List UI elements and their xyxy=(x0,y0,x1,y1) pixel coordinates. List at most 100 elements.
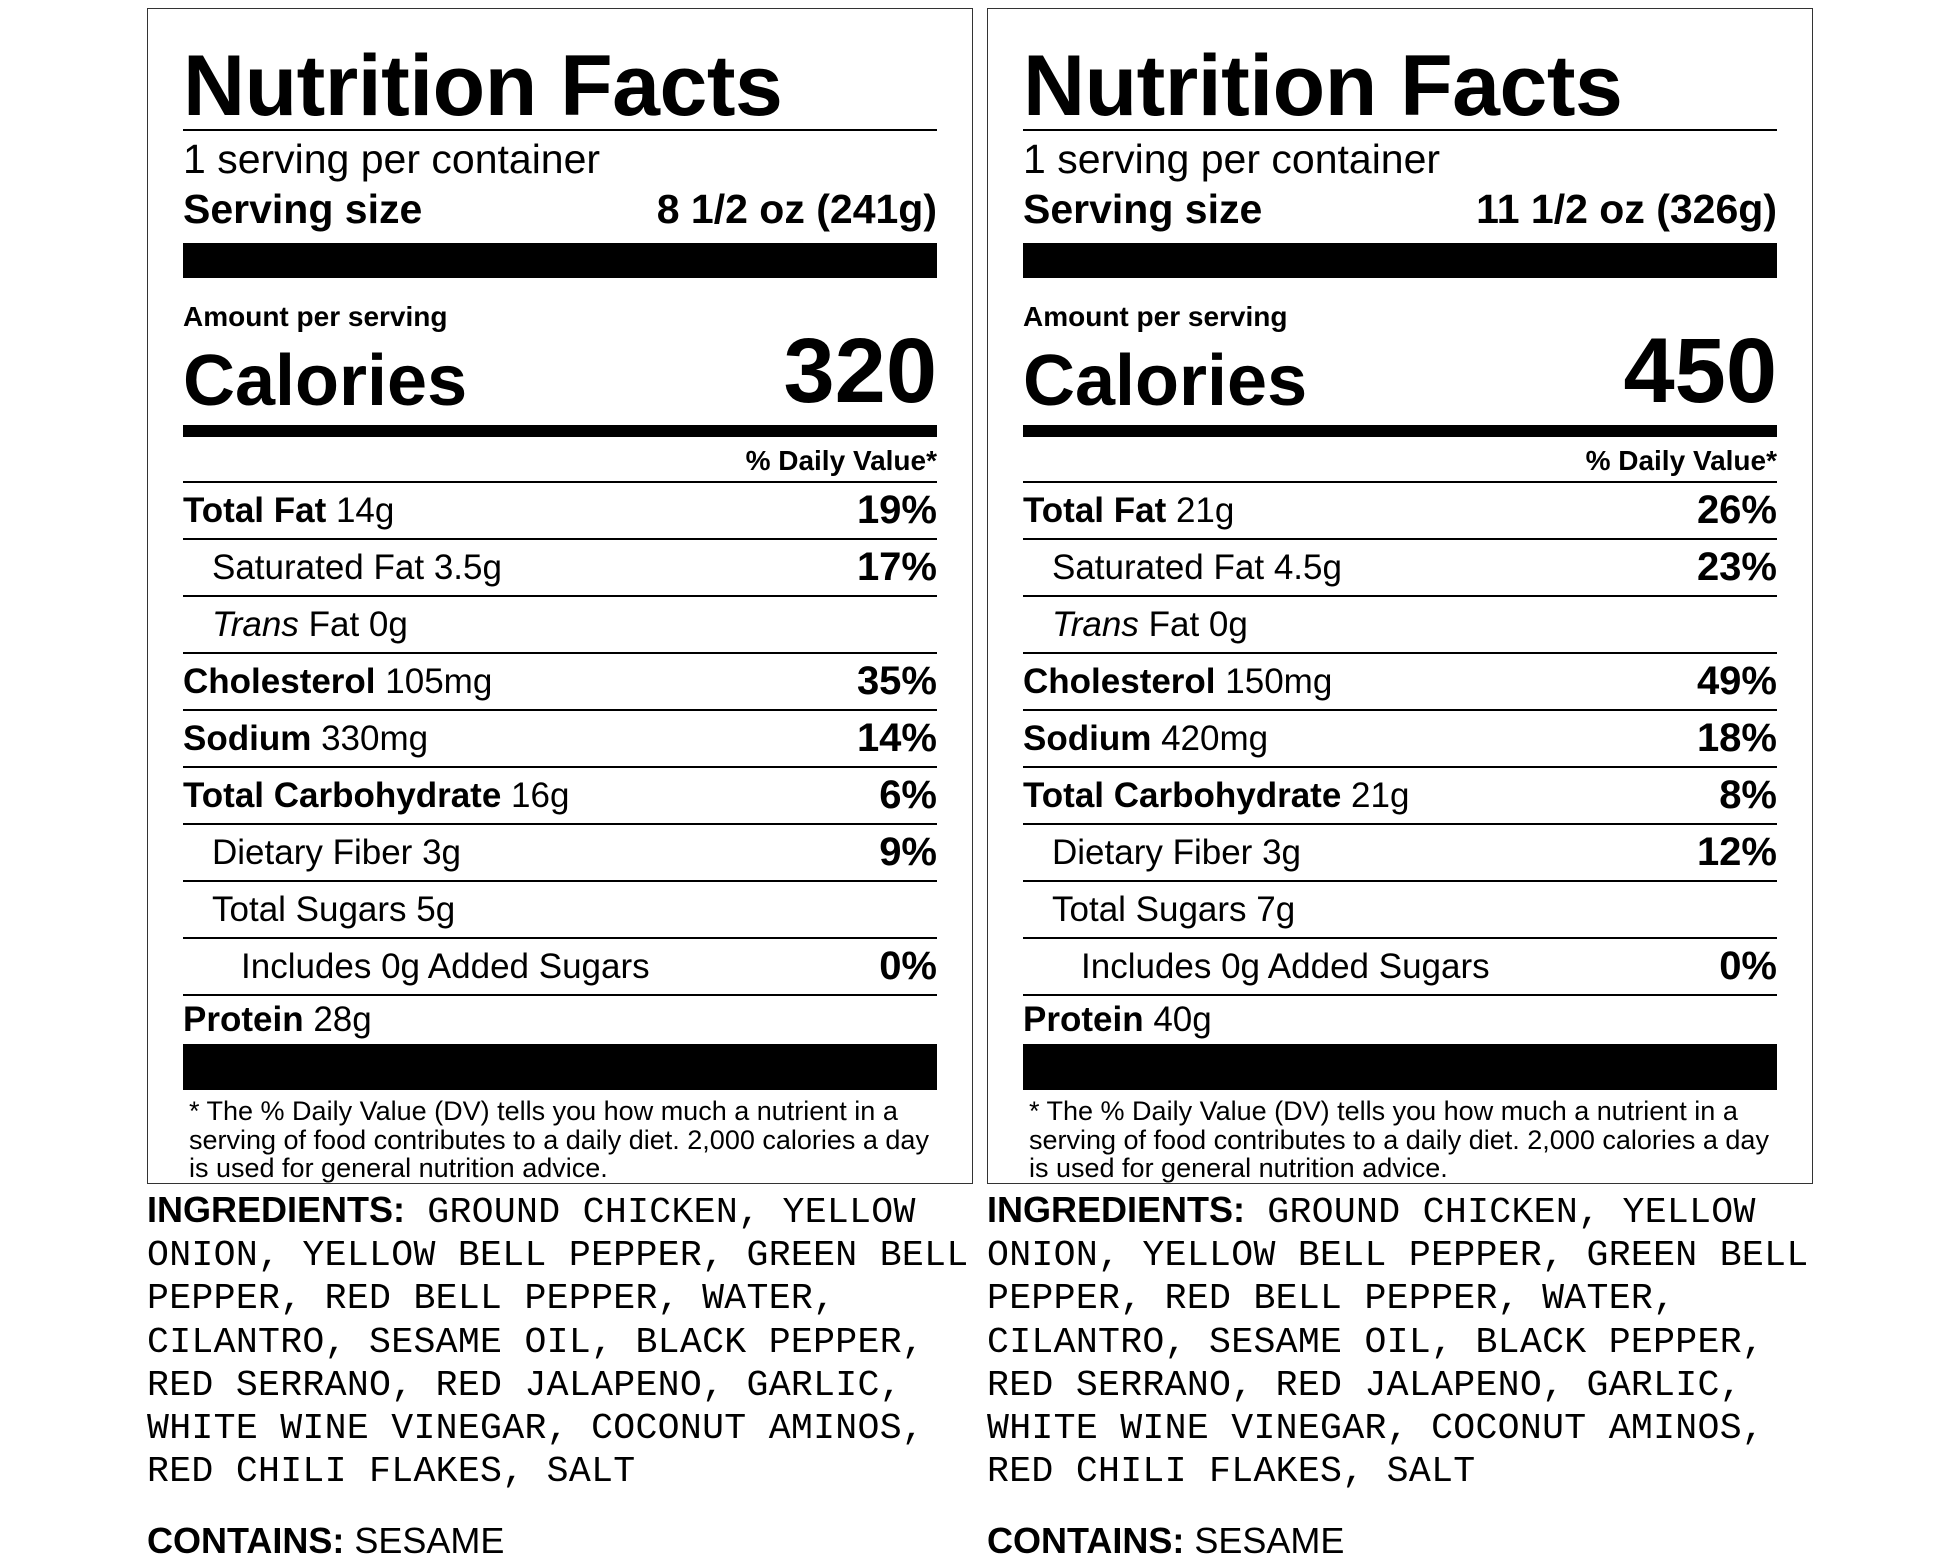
nutrient-dv: 0% xyxy=(1719,944,1777,989)
nutrient-dv: 18% xyxy=(1696,716,1777,761)
nutrient-dv: 9% xyxy=(879,830,937,875)
nutrition-facts-panel: Nutrition Facts 1 serving per container … xyxy=(147,8,973,1184)
serving-size-row: Serving size 11 1/2 oz (326g) xyxy=(1023,186,1777,233)
calories-value: 450 xyxy=(1623,320,1778,423)
contains-label: CONTAINS: xyxy=(147,1520,345,1561)
nutrient-dv: 49% xyxy=(1696,659,1777,704)
contains-label: CONTAINS: xyxy=(987,1520,1185,1561)
nutrient-amount: 21g xyxy=(1351,775,1410,815)
nutrient-label: Protein xyxy=(1023,1000,1144,1040)
calories-row: Calories 320 xyxy=(183,325,937,417)
nutrient-amount: Fat 0g xyxy=(1148,604,1248,644)
nutrient-amount: 40g xyxy=(1153,1000,1212,1040)
servings-per-container: 1 serving per container xyxy=(1023,136,1441,182)
nutrient-label: Sodium xyxy=(1023,718,1152,758)
contains-value: SESAME xyxy=(1194,1520,1345,1561)
nutrient-dv: 17% xyxy=(856,545,937,590)
nutrient-row-sodium: Sodium 330mg 14% xyxy=(183,709,937,766)
daily-value-header: % Daily Value* xyxy=(1585,445,1777,477)
nutrient-label: Dietary Fiber xyxy=(212,832,413,872)
serving-size-label: Serving size xyxy=(1023,186,1263,232)
servings-per-container: 1 serving per container xyxy=(183,136,601,182)
nutrient-amount: 3g xyxy=(1262,832,1301,872)
ingredients-label: INGREDIENTS: xyxy=(147,1189,406,1230)
divider xyxy=(1023,129,1777,131)
nutrient-row-total-sugars: Total Sugars 5g xyxy=(183,880,937,937)
bottom-divider xyxy=(183,1044,937,1091)
nutrient-amount: 5g xyxy=(416,889,456,929)
nutrient-label: Total Sugars xyxy=(212,889,407,929)
contains-value: SESAME xyxy=(354,1520,505,1561)
nutrient-row-sodium: Sodium 420mg 18% xyxy=(1023,709,1777,766)
bottom-divider xyxy=(1023,1044,1777,1091)
daily-value-footnote: * The % Daily Value (DV) tells you how m… xyxy=(1029,1096,1769,1184)
nutrient-amount: 16g xyxy=(511,775,570,815)
nutrient-label: Total Carbohydrate xyxy=(183,775,502,815)
nutrient-row-total-carbohydrate: Total Carbohydrate 21g 8% xyxy=(1023,766,1777,823)
nutrient-dv: 19% xyxy=(856,488,937,533)
divider xyxy=(183,129,937,131)
nutrient-label: Trans xyxy=(212,604,299,644)
amount-per-serving: Amount per serving xyxy=(1023,301,1288,333)
panel-title: Nutrition Facts xyxy=(183,38,783,134)
nutrient-row-added-sugars: Includes 0g Added Sugars 0% xyxy=(183,937,937,994)
calories-label: Calories xyxy=(183,341,468,422)
nutrient-dv: 35% xyxy=(856,659,937,704)
nutrient-row-protein: Protein 28g xyxy=(183,994,937,1044)
nutrient-label: Saturated Fat xyxy=(212,547,425,587)
contains-text: CONTAINS: SESAME xyxy=(987,1523,1813,1559)
nutrient-label: Saturated Fat xyxy=(1052,547,1265,587)
thick-divider xyxy=(1023,243,1777,279)
nutrient-dv: 14% xyxy=(856,716,937,761)
nutrient-label: Cholesterol xyxy=(1023,661,1216,701)
nutrient-amount: 21g xyxy=(1175,490,1235,530)
nutrient-row-protein: Protein 40g xyxy=(1023,994,1777,1044)
nutrition-label-left: Nutrition Facts 1 serving per container … xyxy=(147,8,973,1559)
nutrient-label: Includes 0g Added Sugars xyxy=(241,946,650,986)
nutrient-row-total-fat: Total Fat 14g 19% xyxy=(183,481,937,538)
nutrient-row-cholesterol: Cholesterol 105mg 35% xyxy=(183,652,937,709)
nutrient-row-dietary-fiber: Dietary Fiber 3g 9% xyxy=(183,823,937,880)
nutrient-row-total-carbohydrate: Total Carbohydrate 16g 6% xyxy=(183,766,937,823)
nutrient-row-dietary-fiber: Dietary Fiber 3g 12% xyxy=(1023,823,1777,880)
nutrient-row-saturated-fat: Saturated Fat 4.5g 23% xyxy=(1023,538,1777,595)
ingredients-list: GROUND CHICKEN, YELLOW ONION, YELLOW BEL… xyxy=(147,1192,969,1493)
nutrient-amount: 105mg xyxy=(385,661,493,701)
nutrient-row-added-sugars: Includes 0g Added Sugars 0% xyxy=(1023,937,1777,994)
nutrient-amount: 28g xyxy=(313,1000,372,1040)
daily-value-header: % Daily Value* xyxy=(745,445,937,477)
nutrient-dv: 23% xyxy=(1696,545,1777,590)
ingredients-text: INGREDIENTS: GROUND CHICKEN, YELLOW ONIO… xyxy=(147,1188,973,1493)
nutrient-amount: 420mg xyxy=(1161,718,1269,758)
nutrient-amount: 3g xyxy=(422,832,461,872)
nutrient-amount: 330mg xyxy=(321,718,429,758)
medium-divider xyxy=(1023,425,1777,438)
serving-size-value: 11 1/2 oz (326g) xyxy=(1476,186,1777,232)
calories-row: Calories 450 xyxy=(1023,325,1777,417)
nutrition-facts-panel: Nutrition Facts 1 serving per container … xyxy=(987,8,1813,1184)
nutrient-dv: 0% xyxy=(879,944,937,989)
nutrient-label: Protein xyxy=(183,1000,304,1040)
nutrient-row-saturated-fat: Saturated Fat 3.5g 17% xyxy=(183,538,937,595)
nutrient-label: Dietary Fiber xyxy=(1052,832,1253,872)
nutrient-amount: 14g xyxy=(335,490,395,530)
nutrient-amount: 3.5g xyxy=(433,547,502,587)
nutrient-row-cholesterol: Cholesterol 150mg 49% xyxy=(1023,652,1777,709)
nutrient-label: Total Sugars xyxy=(1052,889,1247,929)
nutrient-label: Cholesterol xyxy=(183,661,376,701)
nutrient-label: Sodium xyxy=(183,718,312,758)
serving-size-label: Serving size xyxy=(183,186,423,232)
nutrition-label-right: Nutrition Facts 1 serving per container … xyxy=(987,8,1813,1559)
calories-value: 320 xyxy=(783,320,938,423)
ingredients-label: INGREDIENTS: xyxy=(987,1189,1246,1230)
daily-value-footnote: * The % Daily Value (DV) tells you how m… xyxy=(189,1096,929,1184)
nutrient-label: Total Fat xyxy=(183,490,327,530)
nutrient-row-total-sugars: Total Sugars 7g xyxy=(1023,880,1777,937)
nutrient-amount: 150mg xyxy=(1225,661,1333,701)
nutrient-dv: 6% xyxy=(879,773,937,818)
calories-label: Calories xyxy=(1023,341,1308,422)
nutrient-amount: Fat 0g xyxy=(308,604,408,644)
panel-title: Nutrition Facts xyxy=(1023,38,1623,134)
nutrient-label: Includes 0g Added Sugars xyxy=(1081,946,1490,986)
contains-text: CONTAINS: SESAME xyxy=(147,1523,973,1559)
